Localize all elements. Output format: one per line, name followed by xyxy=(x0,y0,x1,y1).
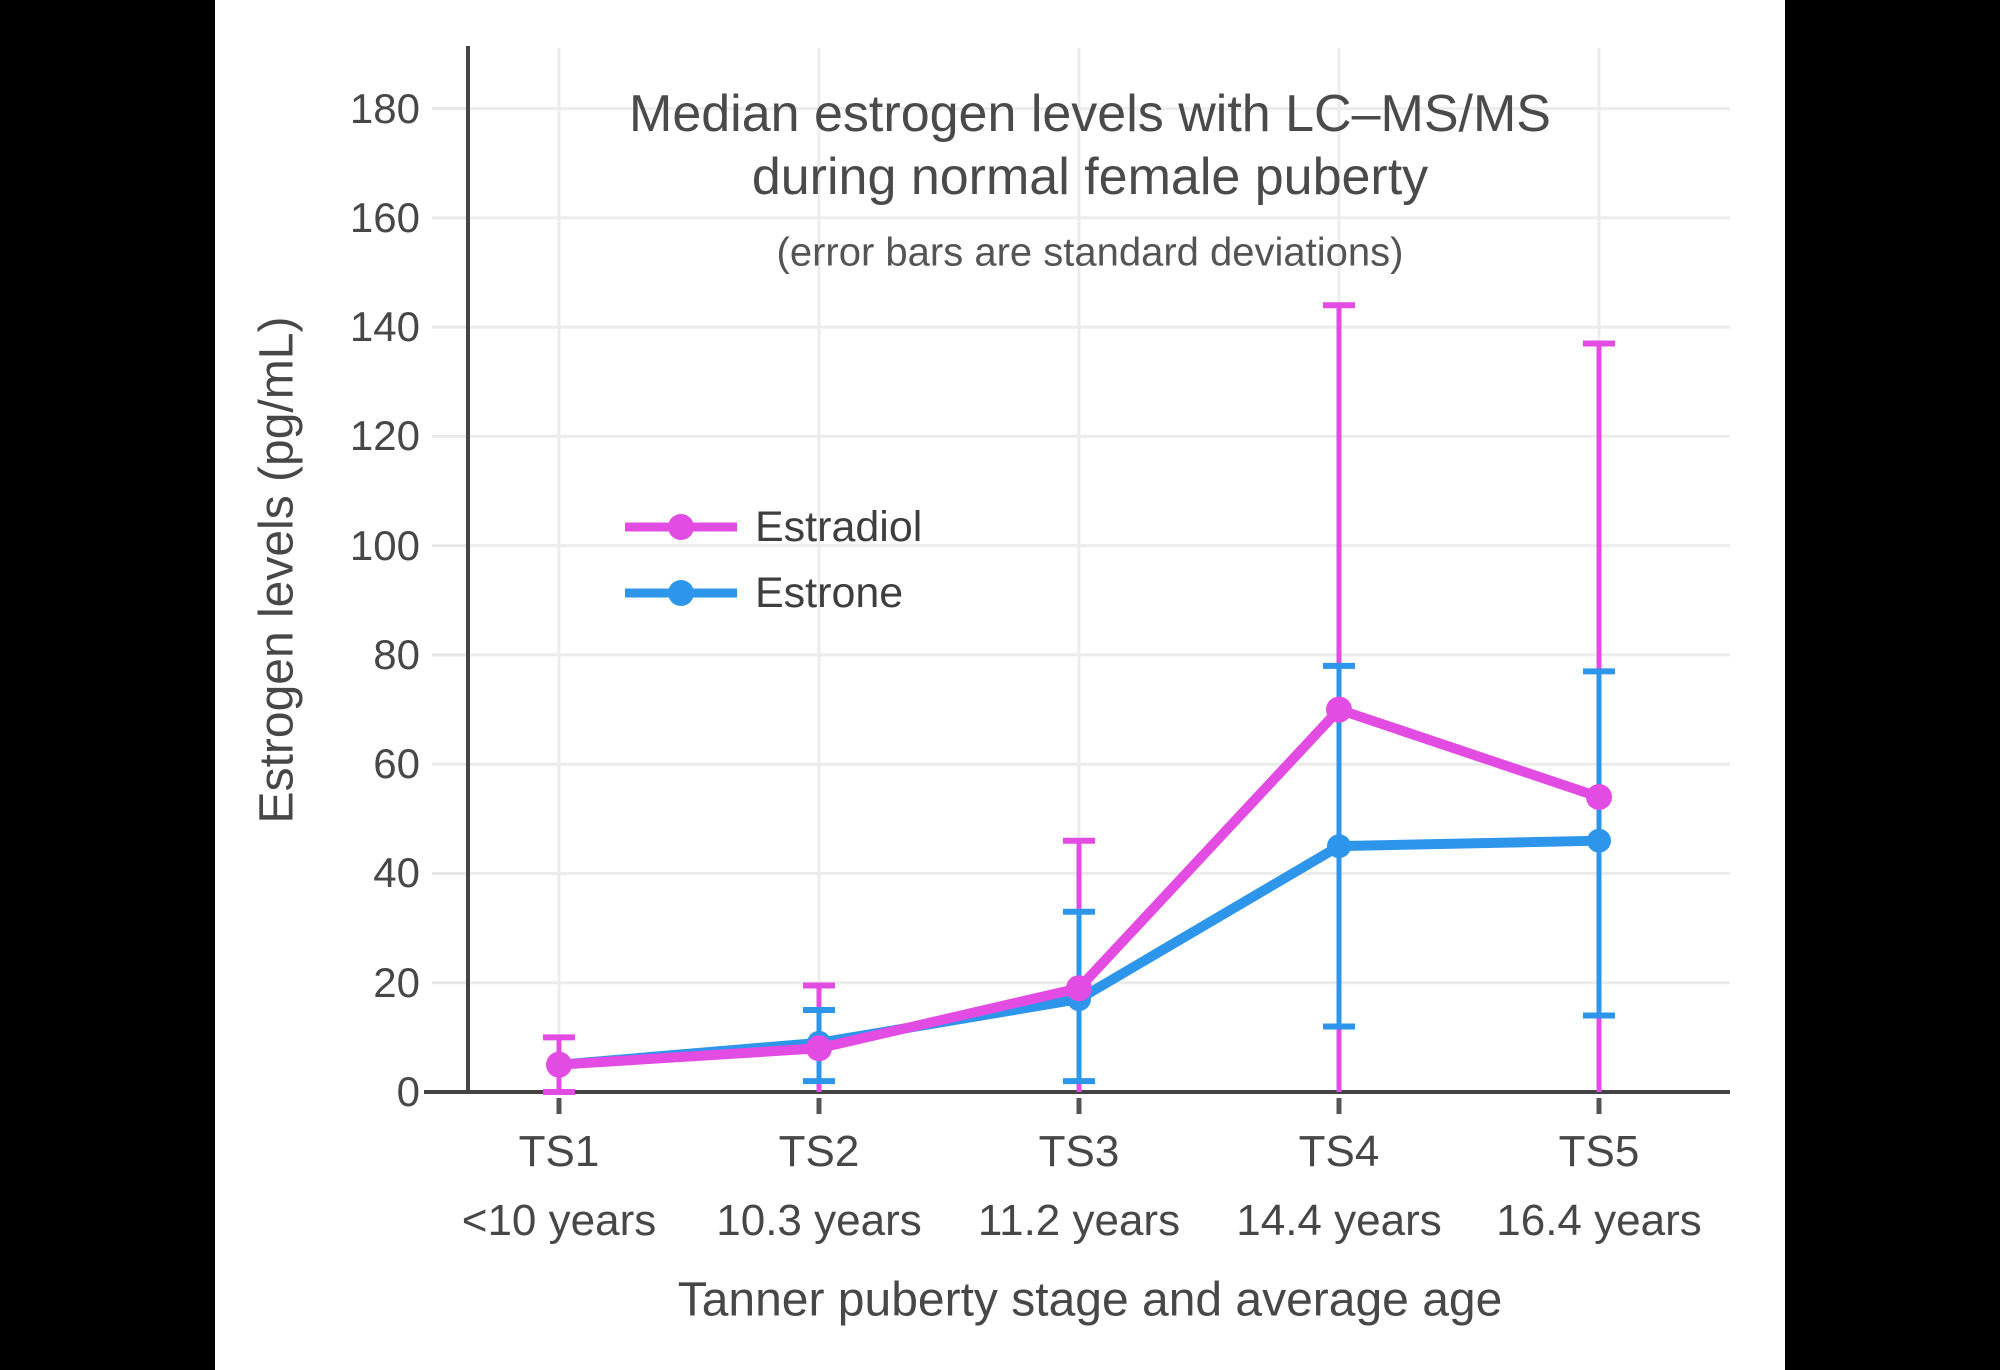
plot-canvas xyxy=(215,0,1785,1370)
legend-label: Estradiol xyxy=(755,502,923,551)
estrone-point xyxy=(1327,834,1351,859)
x-age-label: <10 years xyxy=(461,1196,657,1245)
legend-item-estrone: Estrone xyxy=(625,560,922,626)
estradiol-point xyxy=(546,1051,572,1078)
x-age-label: 10.3 years xyxy=(716,1196,922,1245)
estradiol-point xyxy=(1326,696,1352,723)
chart-title-line1: Median estrogen levels with LC–MS/MS xyxy=(629,85,1551,143)
legend-swatch-dot xyxy=(668,514,694,540)
y-tick-label: 0 xyxy=(396,1068,420,1115)
x-category-label: TS4 xyxy=(1298,1127,1380,1176)
chart-subtitle: (error bars are standard deviations) xyxy=(776,230,1404,275)
legend-item-estradiol: Estradiol xyxy=(625,494,922,560)
x-category-label: TS1 xyxy=(518,1127,600,1176)
y-tick-label: 140 xyxy=(349,303,420,351)
x-category-label: TS5 xyxy=(1558,1127,1640,1176)
legend-swatch xyxy=(625,580,737,606)
y-tick-label: 60 xyxy=(373,740,420,788)
legend: Estradiol Estrone xyxy=(625,494,922,626)
x-age-label: 11.2 years xyxy=(977,1196,1181,1245)
legend-swatch-dot xyxy=(668,580,694,606)
x-category-label: TS3 xyxy=(1038,1127,1120,1176)
legend-label: Estrone xyxy=(755,568,904,617)
x-age-label: 14.4 years xyxy=(1236,1196,1442,1245)
y-tick-label: 120 xyxy=(349,412,420,460)
y-tick-label: 160 xyxy=(349,193,420,241)
x-category-label: TS2 xyxy=(778,1127,860,1176)
chart-title-line2: during normal female puberty xyxy=(751,148,1429,206)
x-age-label: 16.4 years xyxy=(1496,1196,1702,1245)
y-tick-label: 80 xyxy=(373,630,420,678)
legend-swatch xyxy=(625,514,737,540)
estradiol-point xyxy=(806,1035,832,1062)
estradiol-point xyxy=(1586,783,1612,810)
y-tick-label: 40 xyxy=(373,849,420,897)
x-axis-title: Tanner puberty stage and average age xyxy=(677,1273,1503,1327)
y-tick-label: 100 xyxy=(349,521,420,569)
y-tick-label: 180 xyxy=(349,84,420,132)
estrone-point xyxy=(1587,828,1611,853)
y-tick-label: 20 xyxy=(373,958,420,1006)
estradiol-point xyxy=(1066,975,1092,1002)
